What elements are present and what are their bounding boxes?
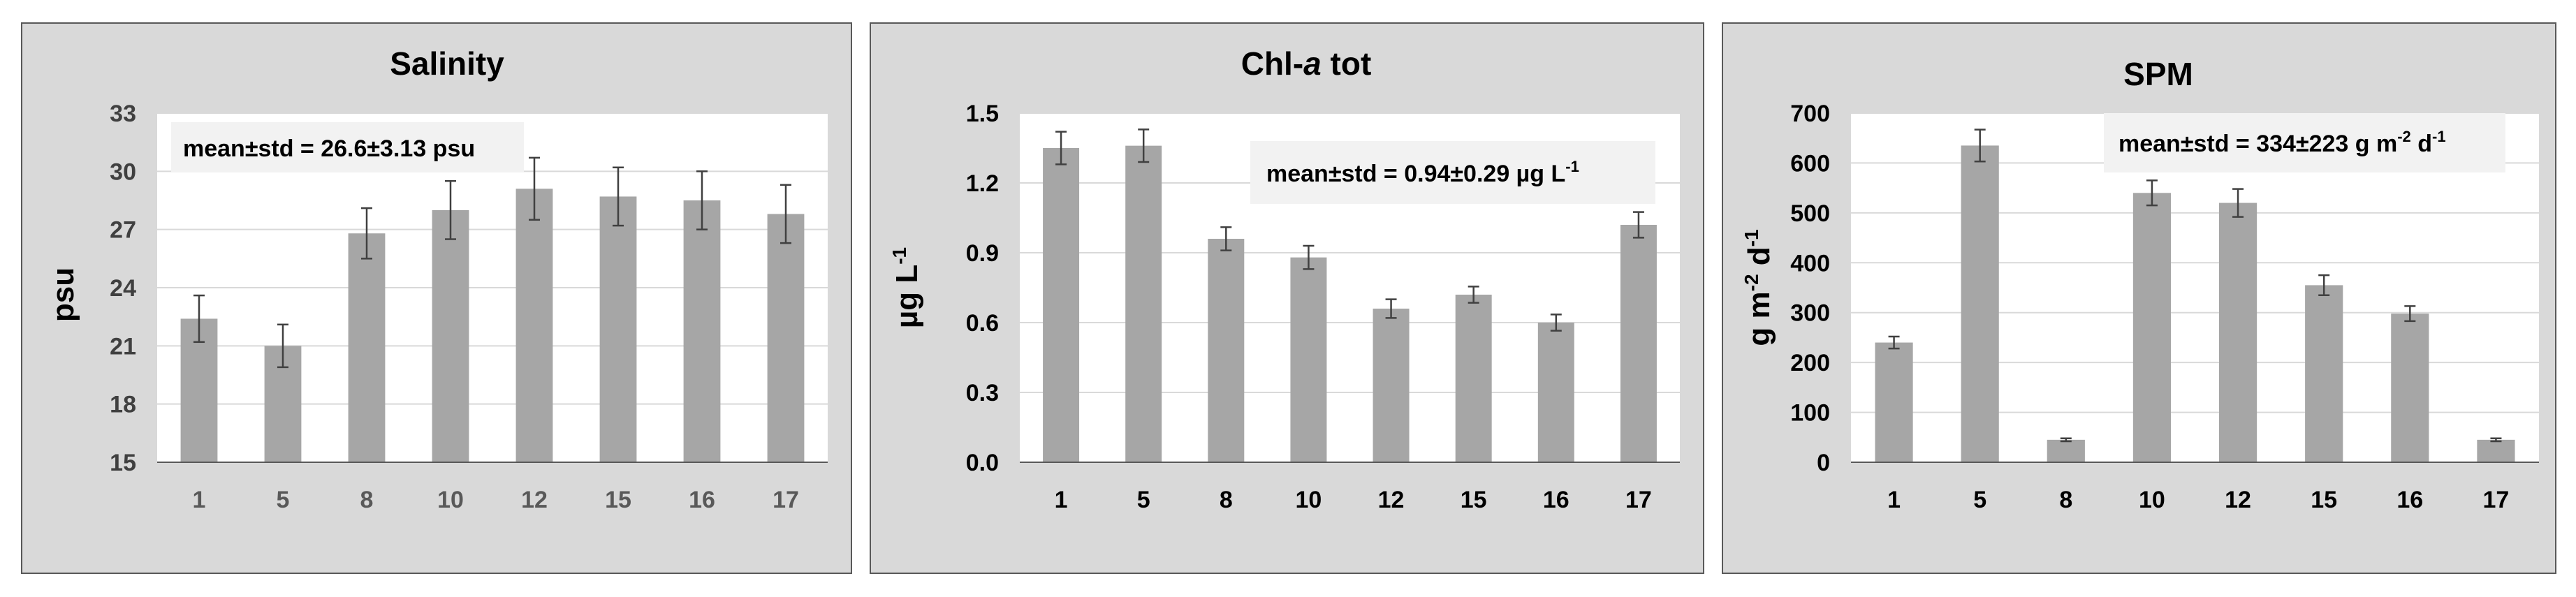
bar	[767, 214, 805, 462]
y-tick-label: 21	[110, 333, 136, 360]
x-tick-label: 10	[1296, 487, 1322, 513]
x-tick-label: 12	[1378, 487, 1405, 513]
bar	[1290, 257, 1327, 462]
bars	[1043, 128, 1657, 462]
bar	[1537, 323, 1574, 462]
y-tick-label: 24	[110, 275, 136, 302]
bars	[180, 156, 805, 462]
x-tick-label: 8	[360, 487, 374, 513]
bar	[683, 200, 721, 462]
x-tick-label: 16	[689, 487, 715, 513]
bar	[2218, 202, 2257, 462]
y-axis-label: g m-2 d-1	[1741, 229, 1776, 346]
bar	[1208, 239, 1245, 462]
bar	[1961, 145, 1999, 462]
bar	[2391, 314, 2429, 462]
y-tick-label: 1.2	[966, 170, 999, 197]
x-tick-label: 1	[1055, 487, 1068, 513]
x-tick-label: 5	[1137, 487, 1150, 513]
chart-title: SPM	[2123, 56, 2193, 92]
annotation-text: mean±std = 0.94±0.29 µg L-1	[1266, 158, 1579, 187]
bar	[1125, 145, 1162, 462]
x-tick-label: 10	[2139, 487, 2165, 513]
x-tick-labels: 1 5 8 10 12 15 16 17	[193, 487, 799, 513]
y-tick-label: 200	[1790, 350, 1830, 376]
y-tick-label: 0.0	[966, 450, 999, 476]
x-tick-labels: 1 5 8 10 12 15 16 17	[1055, 487, 1652, 513]
y-tick-label: 33	[110, 101, 136, 127]
x-tick-label: 17	[1625, 487, 1652, 513]
y-tick-label: 0	[1817, 450, 1830, 476]
bar	[1875, 342, 1913, 462]
x-tick-label: 8	[2059, 487, 2072, 513]
x-tick-label: 17	[773, 487, 799, 513]
y-tick-label: 300	[1790, 300, 1830, 327]
x-tick-label: 17	[2483, 487, 2510, 513]
bar	[2132, 193, 2172, 462]
x-tick-label: 1	[1887, 487, 1901, 513]
y-tick-labels: 0.0 0.3 0.6 0.9 1.2 1.5	[966, 101, 999, 476]
y-tick-label: 600	[1790, 150, 1830, 177]
annotation-box	[1250, 141, 1655, 204]
y-tick-label: 15	[110, 450, 136, 476]
bar	[2477, 439, 2515, 462]
x-tick-label: 15	[605, 487, 631, 513]
y-axis-label: psu	[46, 267, 80, 322]
y-tick-label: 1.5	[966, 101, 999, 127]
y-tick-label: 0.3	[966, 380, 999, 406]
annotation-box	[2104, 113, 2505, 172]
x-tick-label: 15	[1461, 487, 1487, 513]
bar	[515, 189, 553, 462]
x-tick-label: 8	[1220, 487, 1233, 513]
y-tick-label: 400	[1790, 250, 1830, 277]
x-tick-label: 16	[1543, 487, 1569, 513]
bar	[432, 209, 469, 462]
y-axis-label: µg L-1	[888, 247, 924, 328]
chart-title: Chl-a tot	[1241, 45, 1372, 82]
x-tick-label: 12	[521, 487, 548, 513]
annotation-text: mean±std = 26.6±3.13 psu	[183, 135, 475, 162]
bars	[1875, 128, 2515, 462]
bar	[2047, 439, 2085, 462]
chart-title: Salinity	[390, 45, 504, 82]
y-tick-label: 30	[110, 159, 136, 185]
bar	[1620, 225, 1657, 462]
y-tick-label: 700	[1790, 101, 1830, 127]
y-tick-label: 500	[1790, 200, 1830, 227]
x-tick-label: 10	[437, 487, 464, 513]
x-tick-label: 12	[2225, 487, 2251, 513]
x-tick-label: 15	[2311, 487, 2337, 513]
y-tick-label: 18	[110, 392, 136, 418]
y-tick-label: 100	[1790, 400, 1830, 427]
bar	[1043, 148, 1080, 462]
bar	[1373, 309, 1410, 462]
annotation-box	[171, 122, 524, 172]
y-tick-labels: 15 18 21 24 27 30 33	[110, 101, 136, 476]
x-tick-label: 5	[277, 487, 290, 513]
bar	[599, 196, 637, 462]
bar	[2305, 285, 2343, 462]
y-tick-label: 0.6	[966, 310, 999, 337]
x-tick-label: 1	[193, 487, 206, 513]
bar	[348, 233, 386, 462]
x-tick-label: 5	[1973, 487, 1986, 513]
annotation-text: mean±std = 334±223 g m-2 d-1	[2118, 128, 2446, 157]
x-tick-labels: 1 5 8 10 12 15 16 17	[1887, 487, 2509, 513]
x-tick-label: 16	[2396, 487, 2423, 513]
y-tick-labels: 0 100 200 300 400 500 600 700	[1790, 101, 1830, 476]
y-tick-label: 27	[110, 217, 136, 244]
bar	[1455, 295, 1492, 462]
y-tick-label: 0.9	[966, 240, 999, 267]
chl-a-chart: Chl-a tot 0.00.30.60.91.21.5 1 5 8 10 12 15 16…	[870, 22, 1704, 574]
